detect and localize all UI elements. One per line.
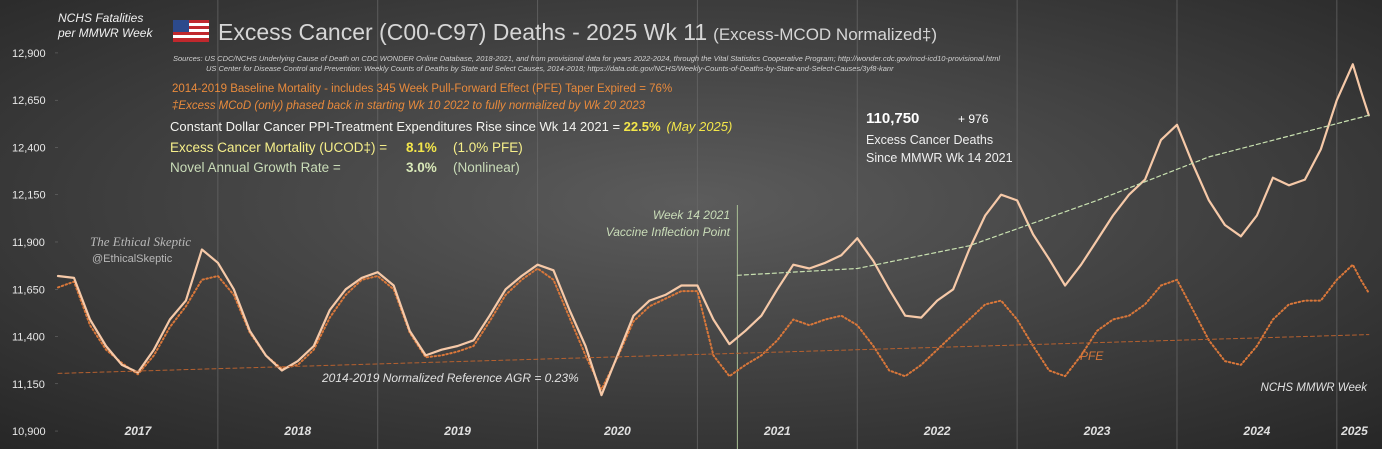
flag-icon xyxy=(173,20,209,42)
y-axis-label: NCHS Fatalities per MMWR Week xyxy=(57,11,153,40)
series-line xyxy=(57,263,1370,391)
y-tick-label: 12,900 xyxy=(12,48,46,60)
annotation: Excess Cancer Deaths xyxy=(866,133,993,147)
series-line xyxy=(57,334,1370,374)
y-tick-label: 10,900 xyxy=(12,426,46,438)
y-tick-label: 12,150 xyxy=(12,190,46,202)
x-tick-label: 2020 xyxy=(603,424,631,438)
x-tick-label: 2017 xyxy=(124,424,153,438)
annotation: Since MMWR Wk 14 2021 xyxy=(866,151,1013,165)
x-tick-label: 2025 xyxy=(1340,424,1368,438)
annotation: 2014-2019 Baseline Mortality - includes … xyxy=(172,83,672,95)
annotation: Constant Dollar Cancer PPI-Treatment Exp… xyxy=(170,119,732,134)
x-tick-label: 2019 xyxy=(443,424,471,438)
y-tick-label: 12,650 xyxy=(12,95,46,107)
annotation: Week 14 2021 xyxy=(653,208,730,222)
series-label: PFE xyxy=(1080,349,1104,363)
y-tick-label: 11,150 xyxy=(12,379,45,391)
x-tick-label: 2021 xyxy=(763,424,791,438)
watermark: The Ethical Skeptic xyxy=(90,234,191,249)
series-line xyxy=(56,63,1370,397)
series-label: 2014-2019 Normalized Reference AGR = 0.2… xyxy=(321,371,579,385)
y-tick-label: 11,400 xyxy=(12,332,45,344)
chart-title: Excess Cancer (C00-C97) Deaths - 2025 Wk… xyxy=(218,19,937,45)
annotation: Vaccine Inflection Point xyxy=(606,225,731,239)
y-tick-label: 11,900 xyxy=(12,237,45,249)
y-tick-label: 11,650 xyxy=(12,284,45,296)
series-line xyxy=(736,114,1370,276)
x-tick-label: 2024 xyxy=(1243,424,1271,438)
x-tick-label: 2023 xyxy=(1083,424,1111,438)
annotation: 110,750 xyxy=(866,110,919,127)
annotation: ‡Excess MCoD (only) phased back in start… xyxy=(172,100,646,112)
x-tick-label: 2022 xyxy=(923,424,951,438)
annotation: + 976 xyxy=(958,112,989,126)
annotation: Novel Annual Growth Rate = 3.0% (Nonlinear… xyxy=(170,160,520,175)
watermark: @EthicalSkeptic xyxy=(92,253,173,265)
x-tick-label: 2018 xyxy=(283,424,311,438)
y-tick-label: 12,400 xyxy=(12,142,46,154)
x-axis-label: NCHS MMWR Week xyxy=(1261,382,1369,394)
sources: Sources: US CDC/NCHS Underlying Cause of… xyxy=(173,54,1000,63)
sources: US Center for Disease Control and Preven… xyxy=(206,64,894,73)
annotation: Excess Cancer Mortality (UCOD‡) = 8.1% (1.… xyxy=(170,140,523,155)
